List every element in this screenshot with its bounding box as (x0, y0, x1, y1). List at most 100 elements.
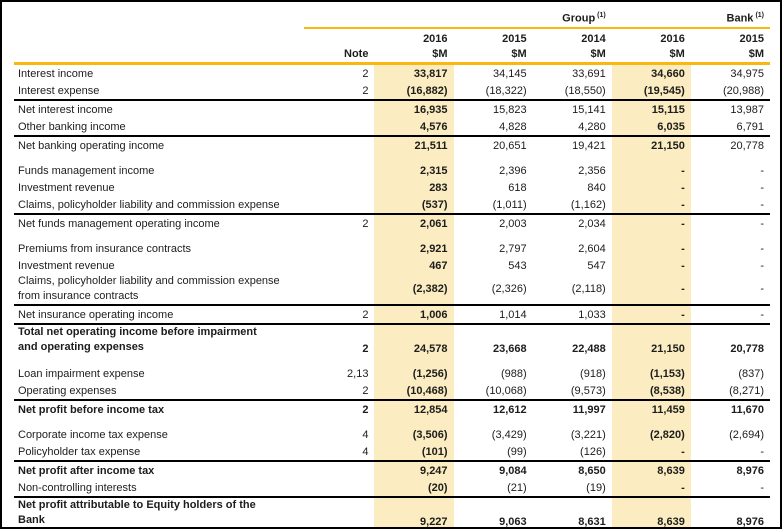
value-cell (611, 232, 691, 240)
group-footnote-marker: (1) (597, 12, 606, 20)
value-cell: (20) (374, 479, 454, 498)
value-cell: 8,976 (736, 464, 764, 477)
table-row: Interest income 2 33,817 34,145 33,691 34,660… (14, 63, 770, 82)
value-cell (533, 357, 612, 365)
value-cell: 21,511 (374, 136, 454, 154)
group-header-label: Group (562, 13, 596, 25)
value-cell (611, 357, 691, 365)
value-cell: (10,468) (374, 382, 454, 401)
value-cell: - (760, 164, 764, 177)
value-cell: 2,061 (374, 214, 454, 232)
table-row: Investment revenue 283 618 840- - (14, 179, 770, 196)
value-cell: - (611, 196, 691, 215)
column-year-group-2016: 2016 (423, 33, 448, 45)
unit-header-row: Note $M $M $M $M $M (14, 45, 770, 65)
value-cell: - (760, 242, 764, 255)
row-note-ref: 2 (304, 382, 375, 401)
table-row: Corporate income tax expense 4 (3,506) (3,4… (14, 426, 770, 443)
value-cell: - (611, 443, 691, 462)
value-cell: (537) (374, 196, 454, 215)
row-label: Premiums from insurance contracts (18, 242, 191, 255)
value-cell: - (611, 257, 691, 274)
value-cell: 4,280 (532, 118, 612, 137)
value-cell: (3,429) (491, 428, 527, 441)
value-cell: (1,256) (374, 365, 454, 382)
row-note-ref (304, 118, 375, 137)
value-cell: - (611, 274, 691, 306)
value-cell: - (760, 259, 764, 272)
value-cell: (19,545) (611, 82, 691, 101)
unit-label: $M (611, 45, 691, 65)
row-label (14, 418, 304, 426)
table-row: Non-controlling interests (20) (21) (19) - - (14, 479, 770, 498)
bank-header: Bank (1) (611, 8, 770, 29)
value-cell: - (690, 479, 770, 498)
value-cell: 15,141 (572, 103, 606, 116)
year-spacer (14, 28, 304, 45)
table-row: Total net operating income before impair… (14, 324, 770, 357)
row-note-ref (304, 100, 374, 118)
value-cell: (1,162) (532, 196, 612, 215)
row-note-ref (304, 418, 374, 426)
row-label: Interest income (18, 67, 94, 80)
row-label: Net interest income (18, 103, 113, 116)
table-row: Loan impairment expense 2,13 (1,256) (988) (… (14, 365, 770, 382)
unit-label: $M (532, 45, 612, 65)
value-cell: 6,035 (611, 118, 691, 137)
value-cell: (918) (580, 367, 606, 380)
table-row: Interest expense 2 (16,882) (18,322) (18,550… (14, 82, 770, 101)
table-row: Net profit after income tax 9,247 9,084 8,6… (14, 461, 770, 479)
value-cell (533, 232, 612, 240)
value-cell: - (690, 305, 770, 325)
row-note-ref (304, 196, 375, 215)
value-cell: 618 (508, 181, 527, 194)
row-label: Operating expenses (14, 382, 305, 401)
unit-label: $M (453, 45, 533, 65)
value-cell: - (611, 179, 691, 196)
value-cell: 467 (374, 257, 454, 274)
column-year-bank-2016: 2016 (660, 33, 685, 45)
value-cell (533, 418, 612, 426)
value-cell (691, 418, 770, 426)
value-cell: (18,550) (532, 82, 612, 101)
row-label: Funds management income (18, 164, 155, 177)
value-cell: - (760, 181, 764, 194)
value-cell: (18,322) (453, 82, 533, 101)
column-year-group-2015: 2015 (502, 33, 527, 45)
value-cell (611, 154, 691, 162)
row-note-ref (304, 162, 374, 179)
value-cell: (9,573) (532, 382, 612, 401)
row-note-ref: 2 (362, 67, 369, 80)
value-cell: 11,459 (611, 400, 691, 418)
value-cell: - (690, 274, 770, 306)
value-cell: (126) (532, 443, 612, 462)
value-cell: (1,011) (453, 196, 533, 215)
row-label: Loan impairment expense (18, 367, 145, 380)
value-cell: 24,578 (374, 324, 454, 357)
value-cell: - (611, 162, 691, 179)
value-cell: 34,660 (611, 63, 691, 82)
value-cell: 9,063 (453, 497, 533, 527)
unit-label: $M (374, 45, 454, 65)
value-cell: 20,651 (492, 139, 527, 152)
value-cell: (2,382) (374, 274, 454, 306)
row-label: Non-controlling interests (14, 479, 305, 498)
value-cell: (20,988) (690, 82, 770, 101)
value-cell: 15,823 (492, 103, 527, 116)
column-year-bank-2015: 2015 (739, 33, 764, 45)
table-row: Policyholder tax expense 4 (101) (99) (126) -… (14, 443, 770, 462)
table-row: Net interest income 16,935 15,823 15,141 15,… (14, 100, 770, 118)
row-label: Total net operating income before impair… (18, 326, 257, 353)
value-cell: (16,882) (374, 82, 454, 101)
row-note-ref: 2 (304, 305, 375, 325)
row-label: Policyholder tax expense (14, 443, 305, 462)
value-cell: 11,670 (730, 403, 764, 416)
value-cell: 8,650 (578, 464, 606, 477)
row-note-ref (304, 357, 374, 365)
value-cell: 20,778 (730, 139, 764, 152)
value-cell: 4,576 (374, 118, 454, 137)
value-cell: 23,668 (492, 343, 527, 355)
value-cell: 840 (587, 181, 606, 194)
column-year-group-2014: 2014 (581, 33, 606, 45)
